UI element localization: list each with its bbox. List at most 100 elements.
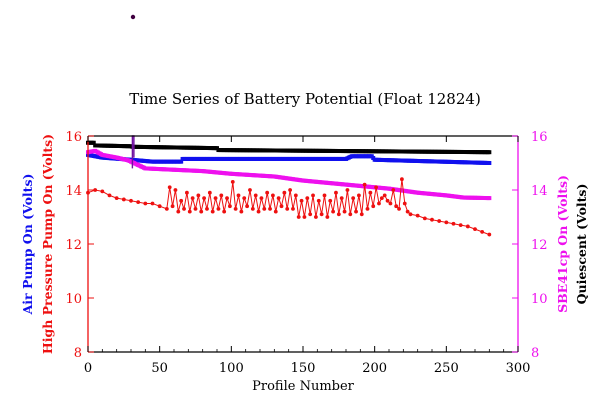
data-point — [345, 188, 350, 192]
x-tick-label: 0 — [84, 361, 92, 376]
data-point — [322, 193, 327, 198]
data-point — [230, 180, 235, 184]
data-point — [271, 193, 275, 198]
data-point — [205, 207, 209, 211]
data-point — [259, 196, 264, 201]
data-point — [354, 209, 358, 214]
data-point — [176, 209, 181, 214]
data-point — [397, 207, 401, 211]
data-point — [187, 209, 192, 214]
x-tick-label: 200 — [362, 361, 387, 376]
data-point — [282, 190, 287, 195]
right-tick-label: 12 — [531, 238, 548, 253]
left-tick-label: 12 — [65, 238, 82, 253]
data-point — [228, 204, 232, 209]
data-point — [487, 161, 492, 165]
x-tick-label: 250 — [434, 361, 459, 376]
data-point — [250, 207, 255, 211]
data-point — [382, 193, 387, 198]
x-axis-label: Profile Number — [252, 379, 355, 394]
x-tick-label: 150 — [291, 361, 316, 376]
data-point — [93, 188, 98, 192]
data-point — [196, 193, 201, 198]
left-tick-label: 10 — [65, 292, 82, 307]
data-point — [207, 190, 212, 195]
data-point — [167, 185, 172, 190]
series-layer — [86, 135, 492, 237]
data-point — [458, 223, 463, 228]
data-point — [359, 212, 364, 217]
stray-dot — [130, 14, 136, 20]
data-point — [129, 198, 133, 203]
data-point — [216, 207, 221, 211]
data-point — [402, 201, 407, 206]
chart-title: Time Series of Battery Potential (Float … — [129, 90, 481, 108]
data-point — [444, 220, 449, 225]
data-point — [236, 193, 241, 198]
data-point — [256, 209, 261, 214]
data-point — [288, 188, 292, 192]
series-quiescent-volts — [86, 140, 492, 155]
data-point — [239, 209, 244, 214]
data-point — [325, 215, 330, 219]
data-point — [400, 177, 404, 182]
data-point — [371, 204, 376, 209]
data-point — [319, 212, 324, 217]
data-point — [265, 190, 270, 195]
axes-layer: 8 10 12 14 16 8 10 12 14 16 0 50 100 150 200 250 300 — [65, 130, 547, 376]
right-axis-label-sbe41cp: SBE41cp On (Volts) — [555, 175, 570, 313]
left-tick-label: 8 — [74, 346, 82, 361]
data-point — [451, 221, 456, 226]
data-point — [311, 193, 315, 198]
data-point — [302, 215, 307, 219]
data-point — [170, 204, 175, 209]
data-point — [299, 198, 304, 203]
left-tick-label: 14 — [65, 184, 82, 199]
data-point — [276, 196, 281, 201]
data-point — [362, 182, 367, 187]
data-point — [199, 209, 204, 214]
series-high-pressure-pump-on-volts — [86, 177, 492, 237]
data-point — [164, 207, 169, 211]
x-tick-label: 100 — [219, 361, 244, 376]
series-sbe41cp-on-volts — [86, 148, 492, 201]
data-point — [374, 185, 378, 190]
data-point — [222, 209, 227, 214]
data-point — [179, 198, 184, 203]
data-point — [245, 204, 250, 209]
data-point — [391, 188, 396, 192]
data-point — [157, 204, 162, 209]
data-point — [331, 209, 335, 214]
data-point — [348, 212, 353, 217]
data-point — [279, 204, 284, 209]
data-point — [394, 204, 399, 209]
data-point — [405, 209, 410, 214]
data-point — [202, 196, 207, 201]
data-point — [121, 197, 126, 202]
data-point — [233, 207, 238, 211]
data-point — [368, 190, 373, 195]
data-point — [293, 193, 298, 198]
data-point — [437, 219, 442, 223]
left-axis-label-high-pressure-pump: High Pressure Pump On (Volts) — [40, 134, 55, 354]
right-axis-label-quiescent: Quiescent (Volts) — [574, 184, 589, 305]
data-point — [487, 150, 492, 155]
left-tick-label: 16 — [65, 130, 82, 145]
data-point — [422, 216, 427, 221]
left-axis-label-air-pump: Air Pump On (Volts) — [20, 174, 35, 316]
data-point — [136, 200, 141, 205]
data-point — [377, 201, 381, 206]
data-point — [308, 212, 313, 217]
data-point — [273, 209, 278, 214]
data-point — [388, 201, 393, 206]
data-point — [193, 207, 198, 211]
data-point — [219, 193, 224, 198]
data-point — [107, 193, 112, 198]
data-point — [487, 196, 492, 201]
data-point — [314, 215, 318, 219]
data-point — [473, 227, 477, 232]
data-point — [328, 198, 333, 203]
data-point — [100, 189, 105, 194]
data-point — [385, 198, 390, 203]
